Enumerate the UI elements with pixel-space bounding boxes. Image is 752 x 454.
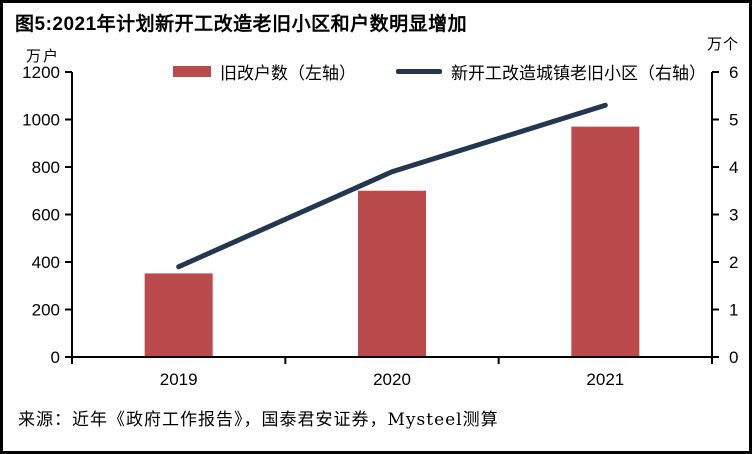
line-series <box>176 102 608 270</box>
left-axis-tick-label: 400 <box>32 253 60 272</box>
legend-item-bar-series: 旧改户数（左轴） <box>173 59 356 84</box>
left-axis-tick-label: 600 <box>32 206 60 225</box>
x-axis-category-label: 2019 <box>160 370 198 389</box>
chart-title: 图5:2021年计划新开工改造老旧小区和户数明显增加 <box>15 14 468 35</box>
legend: 旧改户数（左轴） 新开工改造城镇老旧小区（右轴） <box>173 59 706 84</box>
source-note: 来源：近年《政府工作报告》，国泰君安证券，Mysteel测算 <box>18 410 499 430</box>
left-axis-tick-label: 800 <box>32 158 60 177</box>
left-axis-tick-label: 200 <box>32 301 60 320</box>
right-axis-tick-label: 0 <box>729 348 738 367</box>
right-axis-tick-label: 4 <box>729 158 738 177</box>
left-axis-tick-label: 1000 <box>22 111 60 130</box>
left-axis-tick-label: 1200 <box>22 63 60 82</box>
bar-2020 <box>358 190 426 357</box>
bar-series-swatch-icon <box>173 66 211 77</box>
legend-label-line-series: 新开工改造城镇老旧小区（右轴） <box>451 64 706 83</box>
right-axis-tick-label: 5 <box>729 111 738 130</box>
bar-2019 <box>144 273 213 357</box>
right-axis-tick-label: 6 <box>729 63 738 82</box>
right-axis-tick-label: 2 <box>729 253 738 272</box>
left-axis-unit-label: 万户 <box>26 47 61 65</box>
right-axis-unit-label: 万个 <box>706 35 739 53</box>
line-series-swatch-icon <box>396 69 442 74</box>
bar-2021 <box>571 126 640 357</box>
chart-canvas: 0 200 400 600 800 1000 1200 0 1 2 3 4 5 6 2019 2020 2021 <box>22 63 738 389</box>
right-axis-tick-label: 1 <box>729 301 738 320</box>
right-axis-tick-label: 3 <box>729 206 738 225</box>
legend-label-bar-series: 旧改户数（左轴） <box>220 64 356 83</box>
x-axis-category-label: 2020 <box>373 370 411 389</box>
legend-item-line-series: 新开工改造城镇老旧小区（右轴） <box>396 59 706 84</box>
left-axis-tick-label: 0 <box>51 348 60 367</box>
x-axis-category-label: 2021 <box>586 370 624 389</box>
